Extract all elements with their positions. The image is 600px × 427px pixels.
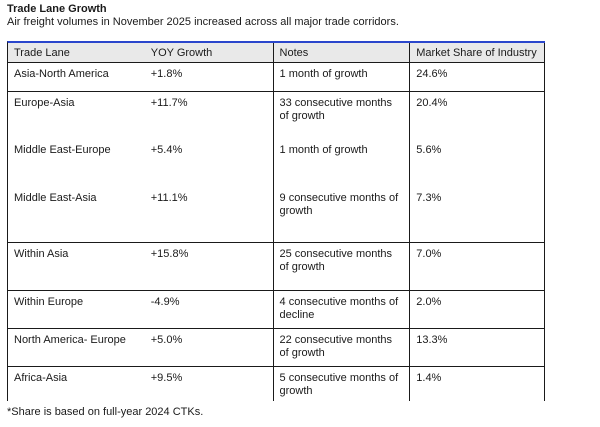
- column-header-trade-lane: Trade Lane: [14, 47, 70, 59]
- column-header-yoy-growth: YOY Growth: [150, 47, 213, 59]
- table-row: Within Asia +15.8% 25 consecutive months…: [8, 243, 546, 291]
- cell-trade-lane: Middle East-Asia: [14, 192, 97, 204]
- table-row: Within Europe -4.9% 4 consecutive months…: [8, 291, 546, 329]
- cell-notes: 1 month of growth: [272, 139, 410, 187]
- cell-yoy-growth: +5.4%: [150, 144, 183, 156]
- cell-notes: 5 consecutive months of growth: [272, 367, 410, 401]
- cell-notes: 1 month of growth: [272, 63, 410, 91]
- cell-yoy-growth: +1.8%: [150, 68, 183, 80]
- cell-notes: 22 consecutive months of growth: [272, 329, 410, 366]
- cell-market-share: 7.0%: [409, 243, 546, 290]
- cell-trade-lane: Within Europe: [14, 296, 84, 308]
- table-header-row: Trade Lane YOY Growth Notes Market Share…: [8, 43, 546, 63]
- cell-market-share: 7.3%: [409, 187, 546, 242]
- table-row: Middle East-Asia +11.1% 9 consecutive mo…: [8, 187, 546, 243]
- cell-yoy-growth: +5.0%: [150, 334, 183, 346]
- cell-market-share: 13.3%: [409, 329, 546, 366]
- table-footnote: *Share is based on full-year 2024 CTKs.: [7, 406, 204, 418]
- cell-notes: 9 consecutive months of growth: [272, 187, 410, 242]
- column-header-market-share: Market Share of Industry: [409, 43, 546, 62]
- cell-market-share: 5.6%: [409, 139, 546, 187]
- cell-market-share: 2.0%: [409, 291, 546, 328]
- cell-market-share: 24.6%: [409, 63, 546, 91]
- cell-trade-lane: Middle East-Europe: [14, 144, 111, 156]
- page-title: Trade Lane Growth: [7, 3, 107, 15]
- table-row: Europe-Asia +11.7% 33 consecutive months…: [8, 92, 546, 139]
- cell-notes: 33 consecutive months of growth: [272, 92, 410, 139]
- trade-lane-table: Trade Lane YOY Growth Notes Market Share…: [7, 41, 546, 401]
- cell-market-share: 20.4%: [409, 92, 546, 139]
- table-row: Africa-Asia +9.5% 5 consecutive months o…: [8, 367, 546, 401]
- page-subtitle: Air freight volumes in November 2025 inc…: [7, 16, 399, 28]
- cell-trade-lane: Within Asia: [14, 248, 69, 260]
- cell-market-share: 1.4%: [409, 367, 546, 401]
- cell-notes: 4 consecutive months of decline: [272, 291, 410, 328]
- table-row: Middle East-Europe +5.4% 1 month of grow…: [8, 139, 546, 187]
- cell-yoy-growth: +9.5%: [150, 372, 183, 384]
- table-row: North America- Europe +5.0% 22 consecuti…: [8, 329, 546, 367]
- table-row: Asia-North America +1.8% 1 month of grow…: [8, 63, 546, 92]
- cell-trade-lane: Europe-Asia: [14, 97, 75, 109]
- column-header-notes: Notes: [272, 43, 410, 62]
- cell-yoy-growth: +15.8%: [150, 248, 189, 260]
- cell-trade-lane: North America- Europe: [14, 334, 126, 346]
- cell-yoy-growth: +11.7%: [150, 97, 188, 109]
- cell-yoy-growth: +11.1%: [150, 192, 188, 204]
- cell-notes: 25 consecutive months of growth: [272, 243, 410, 290]
- cell-trade-lane: Asia-North America: [14, 68, 109, 80]
- cell-yoy-growth: -4.9%: [150, 296, 180, 308]
- cell-trade-lane: Africa-Asia: [14, 372, 68, 384]
